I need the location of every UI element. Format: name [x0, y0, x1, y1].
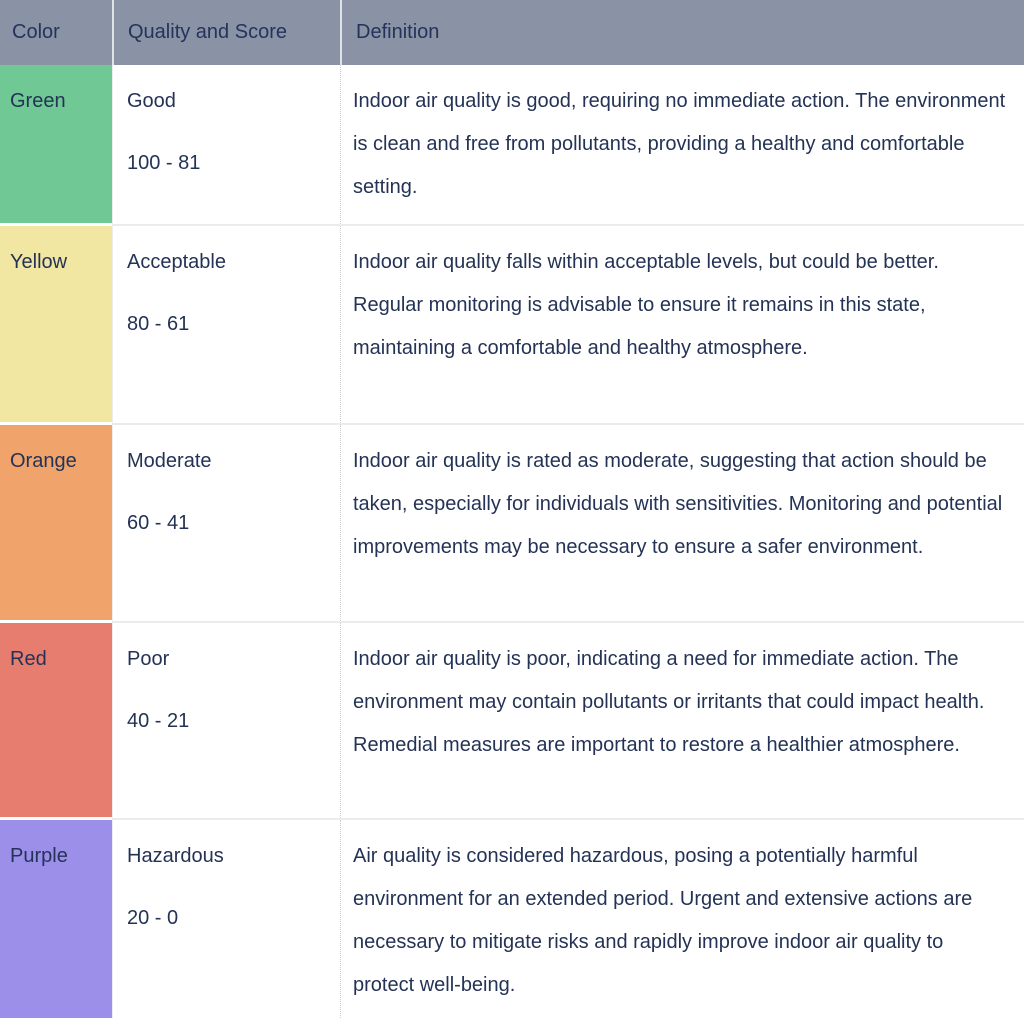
- definition-cell: Indoor air quality falls within acceptab…: [340, 226, 1024, 425]
- table-row-orange: Orange Moderate 60 - 41 Indoor air quali…: [0, 425, 1024, 623]
- header-definition: Definition: [340, 0, 1024, 65]
- table-row-yellow: Yellow Acceptable 80 - 61 Indoor air qua…: [0, 226, 1024, 425]
- score-range: 100 - 81: [127, 152, 201, 174]
- score-range: 60 - 41: [127, 512, 190, 534]
- quality-label: Good: [127, 90, 176, 112]
- color-swatch-cell-yellow: Yellow: [0, 226, 112, 425]
- score-range: 40 - 21: [127, 710, 190, 732]
- table-header-row: Color Quality and Score Definition: [0, 0, 1024, 65]
- quality-label: Acceptable: [127, 251, 226, 273]
- color-swatch-cell-orange: Orange: [0, 425, 112, 623]
- quality-score-cell: Moderate 60 - 41: [112, 425, 340, 623]
- table-row-green: Green Good 100 - 81 Indoor air quality i…: [0, 65, 1024, 226]
- quality-label: Poor: [127, 648, 170, 670]
- quality-score-cell: Good 100 - 81: [112, 65, 340, 226]
- score-range: 80 - 61: [127, 313, 190, 335]
- color-swatch-cell-purple: Purple: [0, 820, 112, 1018]
- header-quality-and-score: Quality and Score: [112, 0, 340, 65]
- definition-cell: Indoor air quality is good, requiring no…: [340, 65, 1024, 226]
- definition-cell: Indoor air quality is rated as moderate,…: [340, 425, 1024, 623]
- quality-score-cell: Hazardous 20 - 0: [112, 820, 340, 1018]
- definition-cell: Air quality is considered hazardous, pos…: [340, 820, 1024, 1018]
- table-row-red: Red Poor 40 - 21 Indoor air quality is p…: [0, 623, 1024, 820]
- score-range: 20 - 0: [127, 907, 179, 929]
- quality-score-cell: Acceptable 80 - 61: [112, 226, 340, 425]
- definition-cell: Indoor air quality is poor, indicating a…: [340, 623, 1024, 820]
- table-row-purple: Purple Hazardous 20 - 0 Air quality is c…: [0, 820, 1024, 1018]
- header-color: Color: [12, 21, 60, 43]
- color-swatch-cell-red: Red: [0, 623, 112, 820]
- quality-label: Moderate: [127, 450, 212, 472]
- quality-score-cell: Poor 40 - 21: [112, 623, 340, 820]
- quality-label: Hazardous: [127, 845, 224, 867]
- color-swatch-cell-green: Green: [0, 65, 112, 226]
